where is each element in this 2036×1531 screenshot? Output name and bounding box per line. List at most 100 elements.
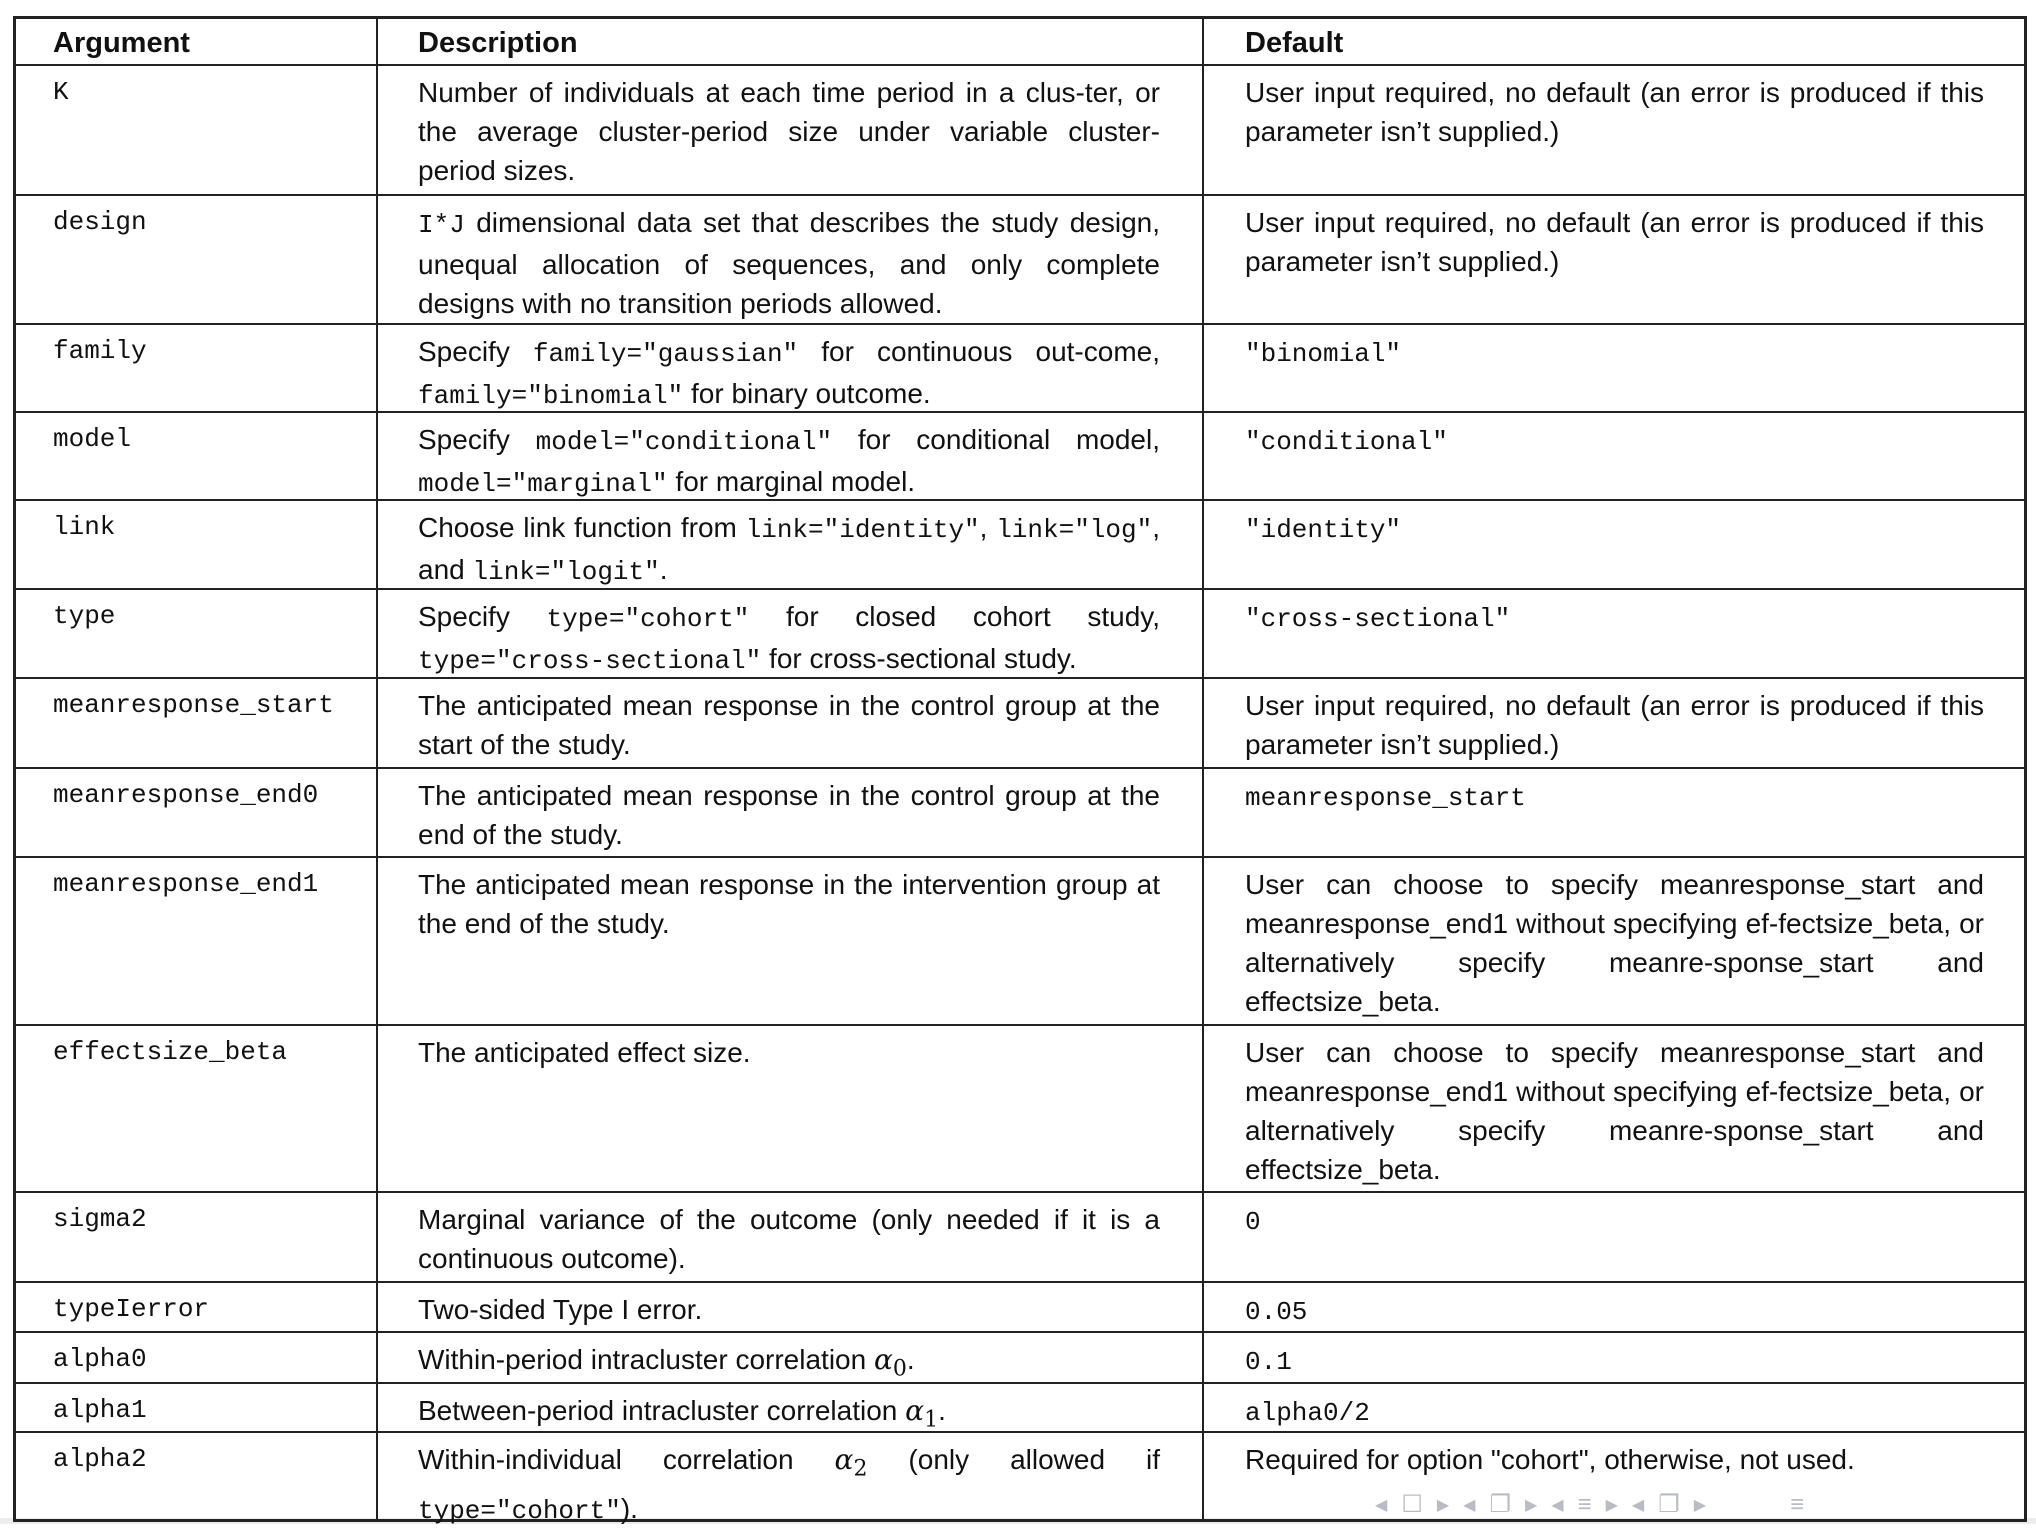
text: Marginal variance of the outcome (only n… (418, 1204, 1160, 1274)
text: Two-sided Type I error. (418, 1294, 703, 1325)
text: Specify (418, 424, 536, 455)
arrow-left-icon[interactable]: ◀ (1631, 1496, 1645, 1514)
arrow-left-icon[interactable]: ◀ (1375, 1496, 1388, 1514)
math-subscript: 2 (853, 1456, 868, 1482)
default-cell: alpha0/2 (1204, 1384, 2024, 1431)
table-row: type Specify type="cohort" for closed coh… (16, 588, 2024, 677)
description-cell: The anticipated mean response in the con… (378, 769, 1204, 856)
text: The anticipated mean response in the int… (418, 869, 1160, 939)
description-cell: Within-period intracluster correlation α… (378, 1333, 1204, 1382)
text: User can choose to specify meanresponse_… (1245, 1037, 1984, 1185)
code-text: model="marginal" (418, 469, 668, 499)
argument-cell: meanresponse_start (16, 679, 378, 767)
math-symbol: α (873, 1343, 893, 1376)
text: User input required, no default (an erro… (1245, 207, 1984, 277)
code-text: "conditional" (1245, 427, 1448, 457)
text: for marginal model. (667, 466, 916, 497)
table-row: effectsize_beta The anticipated effect si… (16, 1024, 2024, 1191)
default-cell: User input required, no default (an erro… (1204, 66, 2024, 194)
argument-cell: design (16, 196, 378, 323)
text: Specify (418, 336, 533, 367)
subsection-icon[interactable]: ❐ (1489, 1491, 1511, 1518)
arguments-table: Argument Description Default K Number of … (13, 16, 2027, 1526)
arrow-right-icon[interactable]: ▶ (1605, 1496, 1618, 1514)
text: , and (418, 512, 1160, 585)
code-text: type="cohort" (418, 1495, 621, 1526)
default-cell: "binomial" (1204, 325, 2024, 411)
table-row: meanresponse_end0 The anticipated mean re… (16, 767, 2024, 856)
default-cell: meanresponse_start (1204, 769, 2024, 856)
argument-cell: meanresponse_end1 (16, 858, 378, 1024)
math-expression: α1 (905, 1394, 938, 1433)
text: ). (620, 1492, 638, 1524)
arrow-left-icon[interactable]: ◀ (1463, 1496, 1476, 1514)
code-text: family="binomial" (418, 381, 684, 411)
code-text: 0.05 (1245, 1297, 1308, 1327)
description-cell: The anticipated mean response in the con… (378, 679, 1204, 767)
code-text: "binomial" (1245, 339, 1402, 369)
text: Within-period intracluster correlation (418, 1344, 874, 1375)
description-cell: Marginal variance of the outcome (only n… (378, 1193, 1204, 1281)
text: User input required, no default (an erro… (1245, 690, 1984, 760)
arrow-right-icon[interactable]: ▶ (1524, 1496, 1538, 1514)
code-text: model="conditional" (535, 427, 833, 457)
default-cell: User can choose to specify meanresponse_… (1204, 1026, 2024, 1191)
arrow-right-icon[interactable]: ▶ (1436, 1496, 1450, 1514)
default-cell: User can choose to specify meanresponse_… (1204, 858, 2024, 1024)
text: . (938, 1395, 946, 1426)
argument-cell: typeIerror (16, 1283, 378, 1331)
argument-cell: alpha1 (16, 1384, 378, 1431)
description-cell: Between-period intracluster correlation … (378, 1384, 1204, 1433)
text: dimensional data set that describes the … (418, 207, 1160, 319)
math-symbol: α (834, 1443, 854, 1476)
arrow-right-icon[interactable]: ▶ (1693, 1496, 1707, 1514)
table-row: alpha1 Between-period intracluster correl… (16, 1382, 2024, 1433)
table-row: alpha0 Within-period intracluster correla… (16, 1331, 2024, 1382)
math-expression: α2 (834, 1443, 868, 1482)
arrow-left-icon[interactable]: ◀ (1551, 1496, 1564, 1514)
argument-cell: alpha0 (16, 1333, 378, 1382)
text: Between-period intracluster correlation (418, 1395, 906, 1426)
math-subscript: 1 (924, 1407, 939, 1433)
text: Within-individual correlation (418, 1444, 835, 1475)
header-argument: Argument (16, 19, 378, 64)
header-default: Default (1245, 27, 1344, 59)
code-text: link="identity" (745, 515, 980, 545)
text: Number of individuals at each time perio… (418, 77, 1160, 186)
text: for cross-sectional study. (761, 643, 1077, 674)
text: Choose link function from (418, 512, 746, 543)
description-cell: Choose link function from link="identity… (378, 501, 1204, 588)
section-icon[interactable]: ≡ (1577, 1490, 1592, 1518)
code-text: type="cross-sectional" (418, 646, 762, 676)
description-cell: Within-individual correlation α2 (only a… (378, 1433, 1204, 1526)
text: for binary outcome. (683, 378, 931, 409)
default-cell: Required for option "cohort", otherwise,… (1204, 1433, 2024, 1519)
appendix-icon[interactable]: ≡ (1790, 1490, 1805, 1518)
default-cell: 0 (1204, 1193, 2024, 1281)
code-text: alpha0/2 (1245, 1398, 1370, 1428)
subsection-icon[interactable]: ❐ (1658, 1491, 1680, 1518)
frame-icon[interactable]: ☐ (1401, 1491, 1423, 1518)
text: for closed cohort study, (749, 601, 1160, 632)
text: . (659, 554, 668, 585)
table-row: sigma2 Marginal variance of the outcome (… (16, 1191, 2024, 1281)
code-text: link="logit" (472, 557, 660, 587)
description-cell: Specify model="conditional" for conditio… (378, 413, 1204, 499)
argument-cell: link (16, 501, 378, 588)
code-text: "cross-sectional" (1245, 604, 1511, 634)
table-row: typeIerror Two-sided Type I error. 0.05 (16, 1281, 2024, 1331)
table-header-row: Argument Description Default (16, 19, 2024, 64)
text: User input required, no default (an erro… (1245, 77, 1984, 147)
text: Specify (418, 601, 547, 632)
default-cell: 0.05 (1204, 1283, 2024, 1331)
code-text: "identity" (1245, 515, 1402, 545)
table-row: meanresponse_start The anticipated mean r… (16, 677, 2024, 767)
default-cell: "cross-sectional" (1204, 590, 2024, 677)
default-cell: "conditional" (1204, 413, 2024, 499)
description-cell: The anticipated mean response in the int… (378, 858, 1204, 1024)
math-symbol: α (905, 1394, 925, 1427)
code-text: family="gaussian" (532, 339, 799, 369)
math-subscript: 0 (892, 1356, 907, 1382)
default-cell: "identity" (1204, 501, 2024, 588)
table-row: meanresponse_end1 The anticipated mean re… (16, 856, 2024, 1024)
